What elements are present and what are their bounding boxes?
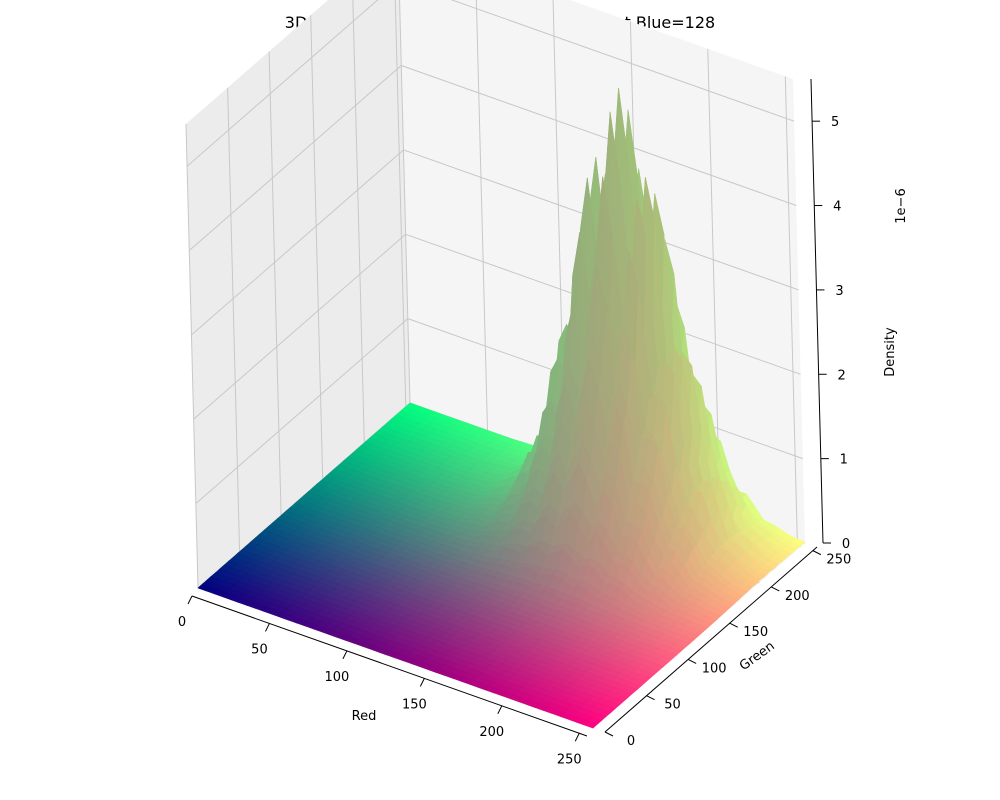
z-axis-label: Density — [883, 327, 898, 377]
x-axis-line — [191, 595, 588, 737]
z-tick-label: 1 — [840, 453, 848, 468]
y-tick — [729, 622, 738, 628]
y-tick-label: 100 — [702, 661, 727, 676]
density-surface — [197, 87, 806, 729]
y-axis-line — [604, 546, 818, 733]
grid-line-density — [188, 64, 797, 251]
x-tick — [574, 733, 580, 742]
z-tick-label: 3 — [835, 284, 843, 299]
y-tick-label: 200 — [785, 589, 810, 604]
x-axis-label: Red — [352, 709, 377, 724]
x-tick — [497, 705, 503, 715]
grid-line-density — [191, 149, 799, 336]
y-tick-label: 0 — [627, 734, 635, 749]
x-tick — [342, 650, 348, 660]
y-tick — [687, 659, 697, 664]
z-offset-label: 1e−6 — [894, 188, 909, 223]
z-tick-label: 5 — [831, 115, 839, 130]
x-tick — [265, 623, 270, 632]
x-tick-label: 200 — [479, 725, 504, 740]
y-tick — [812, 550, 822, 556]
z-tick-label: 4 — [833, 200, 841, 215]
back-left-pane — [186, 0, 410, 588]
x-tick-label: 250 — [557, 752, 582, 767]
surface-patch — [584, 720, 598, 729]
y-axis-label: Green — [737, 639, 778, 674]
x-tick-label: 50 — [251, 642, 268, 657]
y-tick — [646, 695, 655, 701]
y-tick-label: 50 — [664, 698, 681, 713]
x-tick-label: 150 — [402, 697, 427, 712]
axes — [187, 78, 831, 742]
x-tick — [187, 595, 193, 605]
y-tick — [604, 731, 614, 737]
y-tick-label: 150 — [743, 625, 768, 640]
grid-line-density — [186, 0, 795, 167]
y-tick — [771, 586, 780, 592]
x-tick — [419, 678, 425, 687]
z-tick-label: 0 — [842, 537, 850, 552]
z-tick-label: 2 — [837, 368, 845, 383]
z-axis-line — [810, 78, 824, 544]
x-tick-label: 100 — [324, 670, 349, 685]
x-tick-label: 0 — [178, 615, 186, 630]
y-tick-label: 250 — [826, 553, 851, 568]
